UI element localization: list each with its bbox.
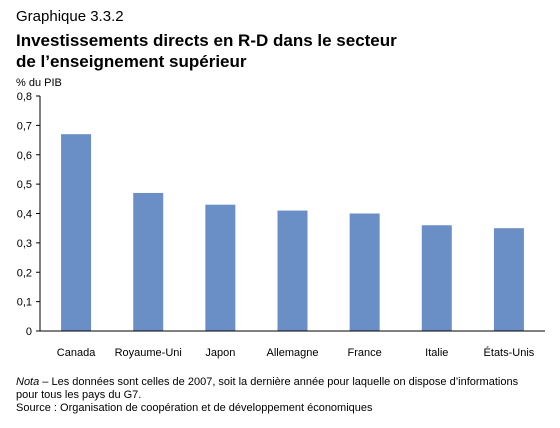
bar-4 — [349, 213, 380, 331]
y-tick-label: 0 — [26, 326, 32, 338]
chart-notes: Nota – Les données sont celles de 2007, … — [16, 376, 536, 415]
bar-5 — [421, 225, 452, 331]
bar-3 — [277, 210, 308, 331]
bar-6 — [493, 228, 524, 331]
chart-note: Nota – Les données sont celles de 2007, … — [16, 376, 536, 402]
x-tick-label: Allemagne — [267, 347, 319, 359]
bar-0 — [61, 134, 92, 331]
chart-source: Source : Organisation de coopération et … — [16, 402, 373, 414]
y-axis-label: % du PIB — [16, 77, 62, 89]
x-tick-label: Canada — [57, 347, 96, 359]
chart-title: Investissements directs en R-D dans le s… — [16, 30, 436, 72]
y-tick-label: 0,2 — [17, 267, 32, 279]
y-tick-label: 0,6 — [17, 150, 32, 162]
x-tick-label: Royaume-Uni — [115, 347, 182, 359]
note-text: – Les données sont celles de 2007, soit … — [16, 376, 519, 401]
y-tick-label: 0,8 — [17, 91, 32, 103]
x-tick-label: Japon — [205, 347, 235, 359]
y-tick-label: 0,3 — [17, 238, 32, 250]
y-tick-label: 0,5 — [17, 179, 32, 191]
bar-2 — [205, 204, 236, 331]
y-tick-label: 0,7 — [17, 120, 32, 132]
chart-supertitle: Graphique 3.3.2 — [16, 8, 124, 25]
x-tick-label: France — [348, 347, 382, 359]
y-axis-ticks: 0 0,1 0,2 0,3 0,4 0,5 0,6 0,7 0,8 — [17, 91, 40, 338]
bar-1 — [133, 192, 164, 331]
note-lead: Nota — [16, 376, 40, 388]
y-tick-label: 0,4 — [17, 209, 32, 221]
x-tick-label: Italie — [425, 347, 448, 359]
chart-title-line-1: Investissements directs en R-D dans le s… — [16, 31, 397, 50]
y-tick-label: 0,1 — [17, 297, 32, 309]
x-tick-label: États-Unis — [484, 346, 535, 359]
bars — [61, 134, 524, 331]
chart-title-line-2: de l’enseignement supérieur — [16, 52, 247, 71]
x-axis-ticks: Canada Royaume-Uni Japon Allemagne France Ita… — [57, 346, 535, 359]
